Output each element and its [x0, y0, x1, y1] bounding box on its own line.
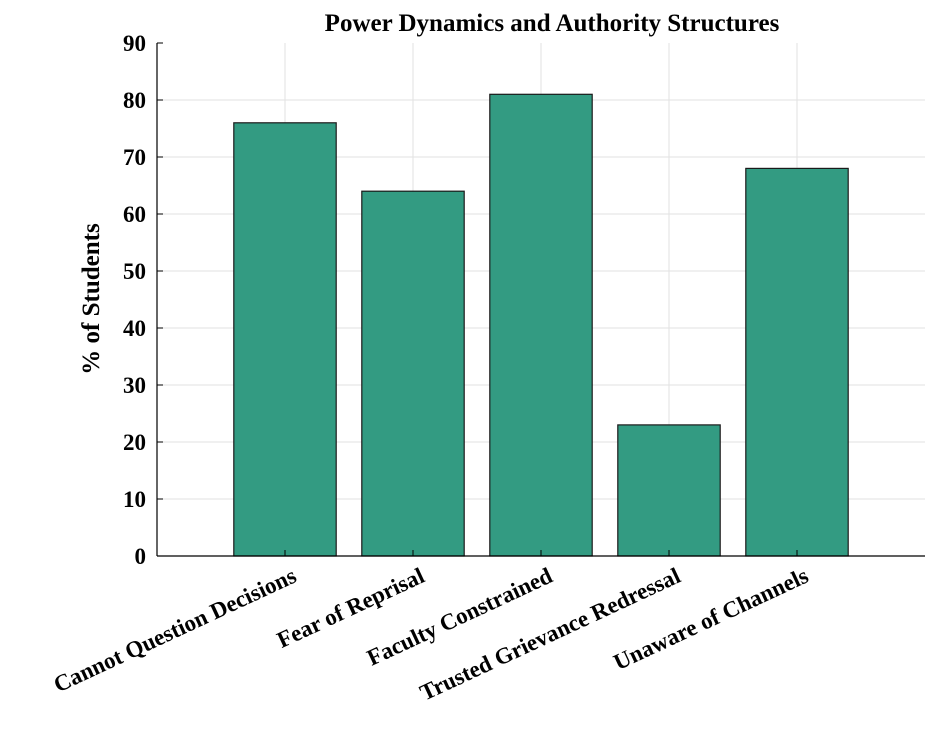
- chart-title: Power Dynamics and Authority Structures: [325, 10, 780, 37]
- y-axis-label: % of Students: [78, 223, 105, 375]
- y-tick-label: 60: [123, 202, 146, 227]
- y-tick-label: 80: [123, 88, 146, 113]
- y-tick-label: 70: [123, 145, 146, 170]
- bar: [617, 424, 721, 557]
- y-tick-labels: 0 10 20 30 40 50 60 70 80 90: [123, 31, 146, 569]
- y-tick-label: 40: [123, 316, 146, 341]
- y-tick-label: 0: [135, 544, 147, 569]
- y-tick-label: 10: [123, 487, 146, 512]
- y-tick-label: 20: [123, 430, 146, 455]
- bar: [745, 167, 849, 557]
- y-tick-label: 90: [123, 31, 146, 56]
- y-tick-label: 30: [123, 373, 146, 398]
- axes: [156, 42, 925, 557]
- bar: [489, 93, 593, 557]
- bar: [361, 190, 465, 557]
- bars: [233, 93, 849, 557]
- x-tick-label: Cannot Question Decisions: [50, 563, 300, 697]
- bar: [233, 122, 337, 557]
- y-tick-label: 50: [123, 259, 146, 284]
